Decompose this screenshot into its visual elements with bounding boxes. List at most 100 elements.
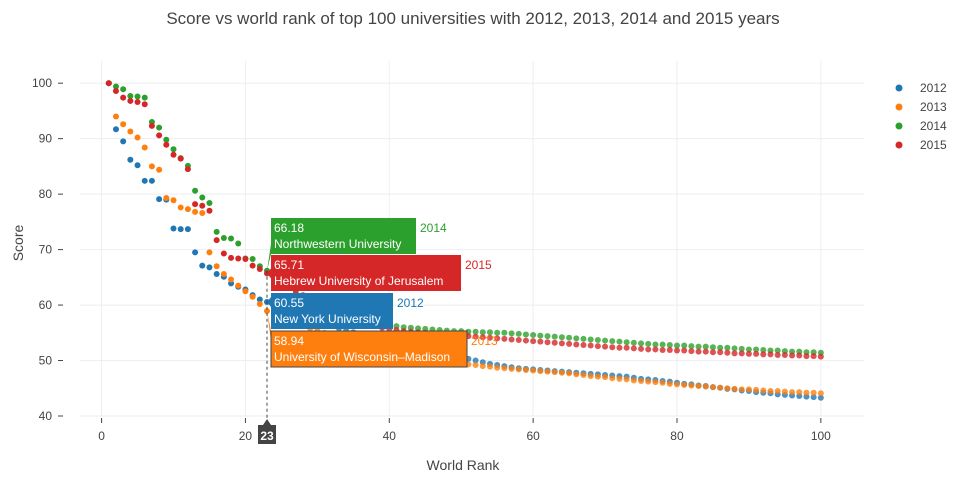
hover-university: New York University xyxy=(274,312,381,326)
point-2012 xyxy=(817,394,824,401)
point-2013 xyxy=(184,206,191,213)
point-2015 xyxy=(494,335,501,342)
point-2014 xyxy=(738,345,745,352)
point-2013 xyxy=(242,288,249,295)
point-2013 xyxy=(501,365,508,372)
point-2013 xyxy=(508,365,515,372)
point-2015 xyxy=(616,344,623,351)
point-2013 xyxy=(235,282,242,289)
point-2014 xyxy=(609,338,616,345)
point-2014 xyxy=(141,94,148,101)
chart-title: Score vs world rank of top 100 universit… xyxy=(166,9,779,28)
point-2014 xyxy=(566,334,573,341)
point-2014 xyxy=(681,342,688,349)
point-2015 xyxy=(220,250,227,257)
hover-value: 65.71 xyxy=(274,258,304,272)
point-2012 xyxy=(177,226,184,233)
y-tick-label: 90 xyxy=(39,132,53,146)
point-2013 xyxy=(220,271,227,277)
x-tick-label: 20 xyxy=(239,429,253,443)
point-2015 xyxy=(199,202,206,209)
point-2015 xyxy=(602,343,609,350)
point-2013 xyxy=(120,121,127,128)
point-2013 xyxy=(630,377,637,384)
point-2015 xyxy=(753,350,760,357)
point-2015 xyxy=(558,340,565,347)
point-2015 xyxy=(515,337,522,344)
x-tick-label: 0 xyxy=(98,429,105,443)
point-2013 xyxy=(753,386,760,393)
y-tick-label: 100 xyxy=(32,76,52,90)
point-2013 xyxy=(594,373,601,380)
point-2014 xyxy=(673,342,680,349)
point-2015 xyxy=(580,342,587,348)
point-2015 xyxy=(156,132,163,139)
point-2013 xyxy=(580,371,587,378)
point-2013 xyxy=(659,379,666,386)
point-2012 xyxy=(213,271,220,277)
point-2013 xyxy=(177,204,184,211)
point-2015 xyxy=(501,335,508,342)
point-2015 xyxy=(566,340,573,347)
point-2015 xyxy=(573,341,580,348)
point-2015 xyxy=(127,97,134,104)
point-2015 xyxy=(120,94,127,101)
point-2012 xyxy=(184,226,191,233)
point-2014 xyxy=(666,342,673,348)
point-2013 xyxy=(638,378,645,385)
point-2014 xyxy=(731,345,738,352)
point-2013 xyxy=(256,300,263,307)
legend-marker-2014 xyxy=(895,122,903,130)
point-2015 xyxy=(681,347,688,354)
point-2012 xyxy=(810,394,817,401)
point-2014 xyxy=(638,340,645,347)
x-hover-label: 23 xyxy=(258,419,277,444)
point-2013 xyxy=(609,375,616,382)
point-2015 xyxy=(177,155,184,162)
point-2013 xyxy=(623,376,630,383)
point-2013 xyxy=(767,388,774,395)
point-2013 xyxy=(695,383,702,390)
point-2015 xyxy=(134,99,141,106)
point-2013 xyxy=(724,385,731,392)
point-2013 xyxy=(537,368,544,375)
point-2013 xyxy=(134,134,141,141)
point-2013 xyxy=(170,197,177,204)
point-2014 xyxy=(486,329,493,336)
point-2014 xyxy=(112,83,119,90)
x-tick-label: 40 xyxy=(383,429,397,443)
point-2015 xyxy=(745,350,752,357)
point-2015 xyxy=(760,351,767,358)
point-2014 xyxy=(551,333,558,340)
point-2013 xyxy=(206,249,213,256)
point-2012 xyxy=(199,262,206,269)
point-2015 xyxy=(249,262,256,269)
point-2015 xyxy=(796,352,803,359)
point-2014 xyxy=(724,344,731,351)
point-2015 xyxy=(479,334,486,341)
point-2015 xyxy=(537,338,544,345)
point-2015 xyxy=(544,339,551,346)
point-2015 xyxy=(594,343,601,350)
hover-label-2014: 66.18 Northwestern University 2014 xyxy=(267,218,447,271)
point-2015 xyxy=(645,346,652,353)
legend[interactable]: 2012 2013 2014 2015 xyxy=(895,81,948,152)
point-2014 xyxy=(760,346,767,353)
point-2015 xyxy=(508,336,515,343)
point-2015 xyxy=(170,151,177,158)
point-2015 xyxy=(767,351,774,358)
point-2013 xyxy=(515,366,522,373)
hover-university: Northwestern University xyxy=(274,237,401,251)
point-2015 xyxy=(228,254,235,261)
y-tick-label: 50 xyxy=(39,354,53,368)
point-2015 xyxy=(781,351,788,358)
point-2014 xyxy=(594,337,601,344)
point-2015 xyxy=(803,353,810,360)
point-2015 xyxy=(141,101,148,108)
hover-series-name: 2014 xyxy=(420,221,447,235)
point-2015 xyxy=(789,352,796,359)
point-2013 xyxy=(148,163,155,170)
point-2013 xyxy=(494,364,501,371)
point-2014 xyxy=(472,328,479,335)
hover-university: University of Wisconsin–Madison xyxy=(274,350,450,364)
